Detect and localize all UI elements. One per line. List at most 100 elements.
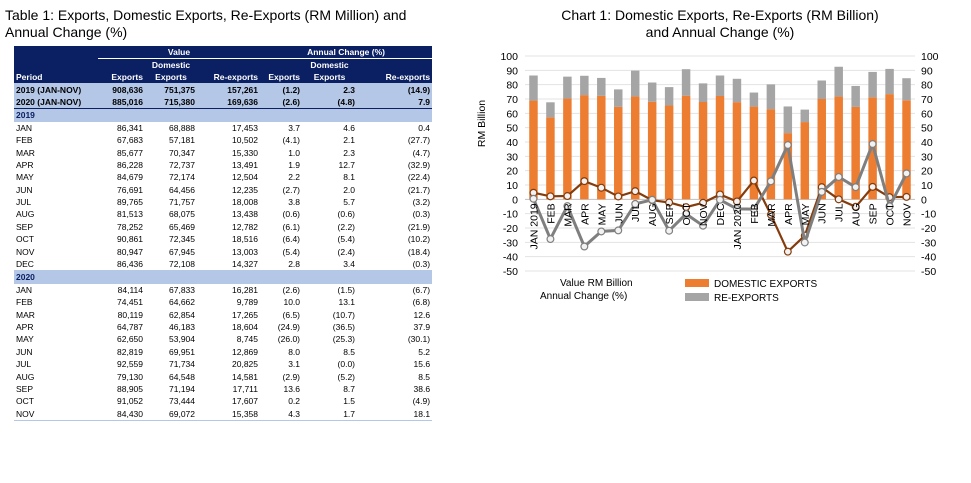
- cell-chg-domestic: 8.5: [343, 346, 356, 357]
- point-domestic-change: [749, 176, 758, 185]
- table-row: JUL 89,765 71,757 18,008 3.8 5.7 (3.2): [14, 196, 432, 208]
- cell-exports: 885,016: [98, 95, 145, 109]
- cell-chg-reexports: 5.2: [418, 346, 431, 357]
- point-reexports-change: [766, 177, 775, 186]
- summary-row: 2019 (JAN-NOV) 908,636 751,375 157,261 (1.2)…: [14, 83, 433, 96]
- cell-re-exports: 12,504: [232, 172, 259, 183]
- bar-domestic-exports: [902, 100, 911, 200]
- cell-chg-domestic: 12.7: [338, 159, 356, 170]
- cell-chg-domestic: (10.7): [332, 309, 356, 320]
- cell-chg-exports: 3.1: [288, 359, 301, 370]
- cell-domestic-exports: 715,380: [145, 95, 197, 109]
- cell-period: MAY: [16, 172, 34, 183]
- cell-domestic-exports: 69,072: [145, 407, 197, 421]
- point-reexports-change: [716, 195, 725, 204]
- cell-chg-reexports: 7.9: [357, 95, 433, 109]
- cell-domestic-exports: 65,469: [169, 221, 195, 232]
- table-row: NOV 80,947 67,945 13,003 (5.4) (2.4) (18.4): [14, 245, 432, 257]
- cell-chg-exports: 8.0: [288, 346, 301, 357]
- point-domestic-change: [783, 247, 792, 256]
- bar-domestic-exports: [630, 96, 640, 200]
- cell-exports: 88,905: [117, 383, 143, 394]
- x-tick-label: JAN 2019: [528, 203, 540, 249]
- cell-domestic-exports: 751,375: [145, 83, 197, 96]
- bar-domestic-exports: [546, 117, 555, 200]
- cell-period: JAN: [16, 284, 33, 295]
- y-tick-label-left: 40: [506, 137, 518, 149]
- cell-chg-exports: (4.1): [282, 135, 301, 146]
- cell-period: AUG: [16, 371, 35, 382]
- table-row: APR 64,787 46,183 18,604 (24.9) (36.5) 37.9: [14, 321, 432, 333]
- legend-reexports-label: RE-EXPORTS: [714, 293, 779, 303]
- bar-re-exports: [817, 80, 826, 99]
- y-tick-label-right: 70: [921, 94, 933, 106]
- cell-chg-domestic: 3.4: [302, 257, 358, 272]
- cell-chg-exports: (2.6): [260, 95, 303, 109]
- legend-swatch-reexports: [685, 293, 709, 301]
- chart-title-line2: and Annual Change (%): [645, 24, 795, 40]
- cell-domestic-exports: 72,737: [169, 159, 195, 170]
- cell-period: JAN: [16, 122, 33, 133]
- cell-re-exports: 13,491: [232, 159, 259, 170]
- y-tick-label-right: -20: [921, 223, 936, 235]
- bar-domestic-exports: [614, 106, 623, 200]
- y-tick-label-right: 60: [921, 108, 933, 120]
- cell-chg-reexports: (10.2): [407, 234, 431, 245]
- bar-re-exports: [783, 106, 793, 134]
- cell-domestic-exports: 72,345: [169, 234, 195, 245]
- year-label: 2019: [14, 108, 433, 122]
- y-tick-label-left: 10: [506, 180, 518, 192]
- point-reexports-change: [800, 238, 809, 247]
- legend-change-label: Annual Change (%): [540, 291, 627, 302]
- point-reexports-change: [783, 141, 792, 150]
- table-row: OCT 90,861 72,345 18,516 (6.4) (5.4) (10.2): [14, 233, 432, 245]
- cell-period: 2019 (JAN-NOV): [14, 83, 98, 96]
- summary-row: 2020 (JAN-NOV) 885,016 715,380 169,636 (2.6)…: [14, 95, 433, 109]
- point-domestic-change: [665, 198, 674, 207]
- cell-domestic-exports: 57,181: [169, 135, 195, 146]
- point-domestic-change: [851, 202, 860, 211]
- bar-re-exports: [580, 75, 589, 96]
- year-label: 2020: [14, 270, 433, 284]
- cell-chg-domestic: (36.5): [332, 322, 356, 332]
- cell-domestic-exports: 64,662: [169, 297, 195, 308]
- cell-domestic-exports: 64,548: [169, 371, 195, 382]
- bar-domestic-exports: [529, 100, 538, 200]
- table-row: JUN 82,819 69,951 12,869 8.0 8.5 5.2: [14, 346, 432, 358]
- cell-chg-reexports: 38.6: [413, 383, 431, 394]
- x-tick-label: FEB: [749, 203, 761, 223]
- cell-exports: 84,430: [98, 407, 145, 421]
- cell-domestic-exports: 70,347: [169, 147, 195, 158]
- cell-exports: 76,691: [117, 184, 143, 195]
- y-tick-label-right: -10: [921, 209, 936, 221]
- cell-chg-reexports: (32.9): [407, 159, 431, 170]
- bar-re-exports: [597, 77, 606, 96]
- legend-swatch-domestic: [685, 279, 709, 287]
- cell-chg-reexports: 0.4: [418, 122, 431, 133]
- cell-re-exports: 20,825: [232, 359, 259, 370]
- point-domestic-change: [699, 198, 708, 207]
- cell-chg-exports: (6.1): [282, 221, 301, 232]
- cell-period: AUG: [16, 209, 35, 220]
- table-title-line1: Table 1: Exports, Domestic Exports, Re-E…: [5, 7, 407, 23]
- y-tick-label-left: -50: [503, 266, 518, 278]
- x-tick-label: SEP: [868, 203, 880, 224]
- bar-re-exports: [630, 70, 640, 97]
- cell-period: SEP: [16, 383, 34, 394]
- y-tick-label-right: -50: [921, 266, 936, 278]
- bar-re-exports: [546, 102, 555, 118]
- cell-exports: 86,436: [98, 257, 145, 272]
- header-chg-domestic: Domestic Exports: [302, 58, 358, 84]
- table-row: MAY 62,650 53,904 8,745 (26.0) (25.3) (30.1): [14, 333, 432, 345]
- y-tick-label-left: 80: [506, 80, 518, 92]
- x-tick-label: FEB: [545, 203, 557, 223]
- bar-re-exports: [529, 75, 538, 101]
- y-tick-label-left: 20: [506, 166, 518, 178]
- table-header-group-row: Value Annual Change (%): [14, 46, 433, 60]
- x-tick-label: APR: [579, 203, 591, 225]
- bar-domestic-exports: [851, 106, 860, 200]
- header-group-value: Value: [98, 46, 261, 60]
- point-reexports-change: [665, 226, 674, 235]
- cell-chg-reexports: 37.9: [413, 322, 431, 332]
- cell-chg-exports: 13.6: [283, 383, 301, 394]
